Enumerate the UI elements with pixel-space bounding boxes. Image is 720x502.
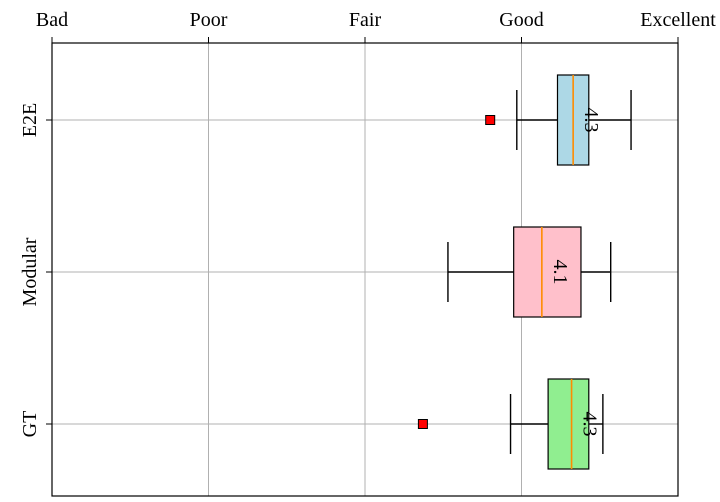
value-label: 4.3 xyxy=(579,412,601,437)
iqr-box xyxy=(547,378,590,470)
value-label: 4.1 xyxy=(549,260,571,285)
x-tick-label: Fair xyxy=(349,9,382,31)
x-tick-label: Excellent xyxy=(640,9,716,31)
y-tick-label: GT xyxy=(19,411,41,438)
ticks-layer: Bad Poor Fair Good Excellent E2E Modular GT xyxy=(19,9,716,437)
x-tick-label: Good xyxy=(499,9,543,31)
outlier-marker xyxy=(485,115,496,125)
iqr-box xyxy=(513,226,582,318)
box-gt: 4.3 xyxy=(417,378,604,470)
outlier-marker xyxy=(417,419,428,429)
x-tick-label: Bad xyxy=(36,9,68,31)
box-e2e: 4.3 xyxy=(485,74,632,166)
box-modular: 4.1 xyxy=(447,226,612,318)
y-tick-label: Modular xyxy=(19,237,41,306)
x-tick-label: Poor xyxy=(190,9,228,31)
boxes-layer: 4.3 4.1 4.3 xyxy=(417,74,632,470)
value-label: 4.3 xyxy=(580,108,602,133)
y-tick-label: E2E xyxy=(19,103,41,137)
